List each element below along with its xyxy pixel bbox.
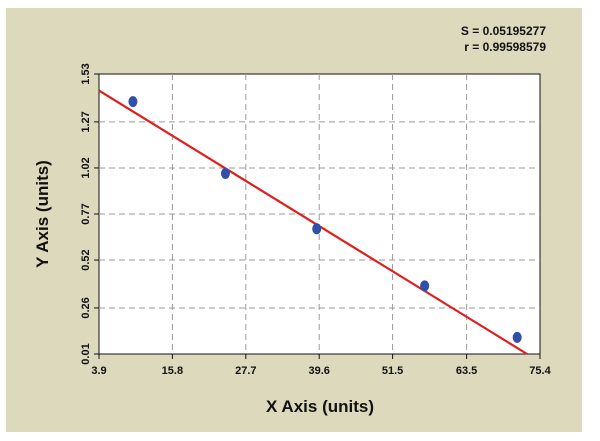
y-tick-label: 1.27 [80, 111, 92, 132]
x-tick-label: 51.5 [382, 365, 403, 377]
x-axis-title: X Axis (units) [266, 397, 374, 416]
y-tick-label: 1.02 [80, 157, 92, 178]
fit-line-layer [98, 89, 528, 355]
y-tick-label: 0.26 [80, 297, 92, 318]
y-tick-label: 1.53 [80, 63, 92, 84]
data-point [420, 280, 430, 292]
data-point [312, 223, 322, 235]
s-value-annotation: S = 0.05195277 [461, 24, 546, 38]
y-axis-title: Y Axis (units) [33, 160, 52, 268]
x-tick-label: 3.9 [91, 365, 106, 377]
x-tick-label: 75.4 [529, 365, 551, 377]
y-tick-label: 0.01 [80, 343, 92, 364]
data-point [128, 96, 138, 108]
data-point [512, 331, 522, 343]
y-tick-label: 0.77 [80, 203, 92, 224]
tick-labels: 3.9 15.8 27.7 39.6 51.5 63.5 75.4 0.01 0.26 0.52 0… [80, 63, 552, 377]
x-tick-label: 27.7 [235, 365, 256, 377]
grid-lines [99, 74, 540, 354]
x-tick-label: 39.6 [308, 365, 329, 377]
x-tick-label: 15.8 [162, 365, 183, 377]
data-point [220, 167, 230, 179]
x-tick-label: 63.5 [456, 365, 477, 377]
data-points [128, 96, 522, 343]
y-tick-label: 0.52 [80, 249, 92, 270]
fit-line [98, 89, 528, 355]
r-value-annotation: r = 0.99598579 [464, 40, 546, 54]
